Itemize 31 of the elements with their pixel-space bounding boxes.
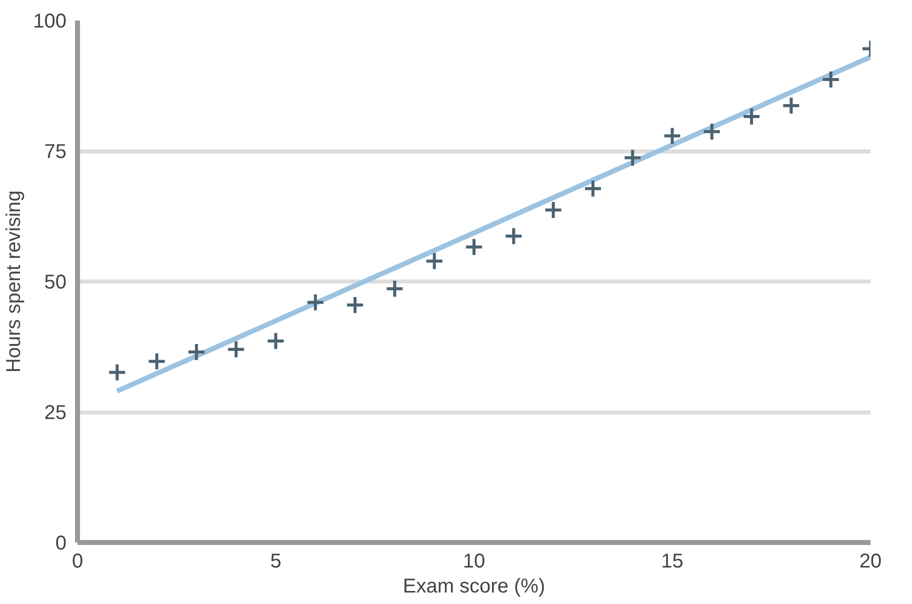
point (226, 340, 246, 359)
point (186, 342, 206, 362)
point (623, 148, 642, 168)
point (385, 279, 404, 298)
point (504, 226, 524, 246)
point (583, 179, 602, 198)
y-tick-label: 0 (55, 532, 66, 554)
point (702, 122, 722, 142)
point (346, 295, 365, 314)
x-tick-label: 5 (270, 550, 282, 572)
y-tick-label: 100 (33, 10, 67, 32)
y-axis-title: Hours spent revising (3, 190, 26, 373)
point (782, 96, 801, 116)
point (544, 200, 563, 220)
y-tick-label: 25 (44, 402, 67, 424)
point (821, 70, 840, 89)
point (742, 107, 762, 126)
x-tick-label: 0 (72, 550, 84, 572)
point (306, 292, 325, 312)
x-tick-label: 10 (462, 550, 486, 572)
point (147, 352, 166, 371)
point (424, 252, 444, 271)
x-tick-label: 20 (859, 550, 882, 572)
y-tick-label: 50 (44, 272, 67, 294)
x-axis-title: Exam score (%) (402, 576, 546, 598)
y-tick-label: 75 (44, 141, 67, 163)
point (464, 238, 484, 257)
point (662, 126, 682, 146)
point (108, 362, 127, 382)
x-tick-label: 15 (661, 550, 684, 572)
point (266, 332, 286, 351)
